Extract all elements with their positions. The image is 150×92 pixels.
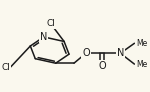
Text: N: N	[40, 32, 47, 42]
Text: O: O	[82, 48, 90, 58]
Text: Me: Me	[136, 39, 147, 48]
Text: N: N	[117, 48, 124, 58]
Text: Cl: Cl	[1, 63, 10, 72]
Text: Me: Me	[136, 60, 147, 69]
Text: O: O	[98, 61, 106, 71]
Text: Cl: Cl	[46, 19, 55, 28]
